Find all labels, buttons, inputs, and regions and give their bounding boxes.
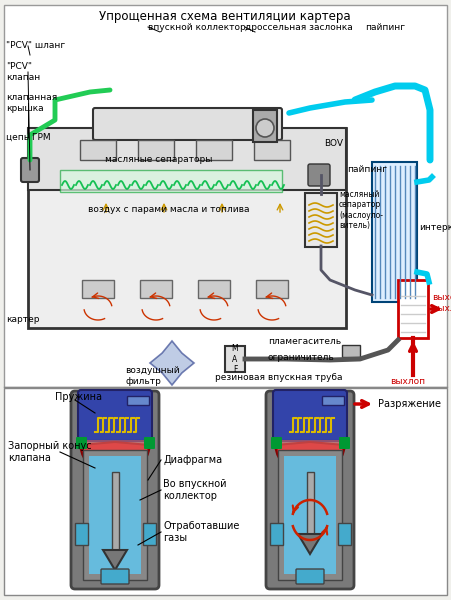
Text: ограничитель: ограничитель [268, 352, 335, 361]
Text: выхлоп: выхлоп [390, 377, 425, 386]
FancyBboxPatch shape [82, 280, 114, 298]
Text: картер: картер [6, 316, 40, 325]
Text: Во впускной
коллектор: Во впускной коллектор [163, 479, 226, 501]
Wedge shape [275, 442, 345, 477]
FancyBboxPatch shape [256, 280, 288, 298]
FancyBboxPatch shape [143, 523, 156, 545]
FancyBboxPatch shape [83, 450, 147, 580]
Text: выход
выхлопа: выход выхлопа [432, 293, 451, 313]
FancyBboxPatch shape [278, 440, 342, 472]
FancyBboxPatch shape [60, 170, 282, 192]
Text: Разряжение: Разряжение [378, 399, 441, 409]
FancyBboxPatch shape [305, 193, 337, 247]
Text: клапанная
крышка: клапанная крышка [6, 93, 57, 113]
Text: резиновая впускная труба: резиновая впускная труба [215, 373, 342, 383]
FancyBboxPatch shape [308, 164, 330, 186]
Text: впускной коллектор: впускной коллектор [148, 22, 246, 31]
Text: пламегаситель: пламегаситель [268, 337, 341, 346]
FancyBboxPatch shape [266, 391, 354, 589]
FancyBboxPatch shape [253, 110, 277, 142]
FancyBboxPatch shape [28, 128, 346, 190]
Polygon shape [103, 550, 127, 570]
FancyBboxPatch shape [76, 437, 87, 449]
FancyBboxPatch shape [101, 569, 129, 584]
Text: воздушный
фильтр: воздушный фильтр [125, 366, 179, 386]
FancyBboxPatch shape [271, 437, 282, 449]
FancyBboxPatch shape [338, 523, 351, 545]
FancyBboxPatch shape [322, 396, 344, 405]
Text: "PCV"
клапан: "PCV" клапан [6, 62, 40, 82]
Polygon shape [298, 534, 322, 554]
Text: пайпинг: пайпинг [365, 22, 405, 31]
FancyBboxPatch shape [71, 391, 159, 589]
FancyBboxPatch shape [89, 456, 141, 574]
FancyBboxPatch shape [196, 140, 232, 160]
Text: пайпинг: пайпинг [347, 166, 387, 175]
Text: масляный
сепаратор
(маслоуло-
витель): масляный сепаратор (маслоуло- витель) [339, 190, 383, 230]
FancyBboxPatch shape [75, 523, 88, 545]
FancyBboxPatch shape [83, 440, 147, 472]
Text: Пружина: Пружина [55, 392, 102, 402]
Text: "PCV" шланг: "PCV" шланг [6, 41, 65, 50]
FancyBboxPatch shape [28, 128, 346, 328]
FancyBboxPatch shape [80, 140, 116, 160]
FancyBboxPatch shape [21, 158, 39, 182]
FancyBboxPatch shape [372, 162, 417, 302]
FancyBboxPatch shape [273, 390, 347, 441]
Text: Отработавшие
газы: Отработавшие газы [163, 521, 239, 543]
Text: Запорный конус
клапана: Запорный конус клапана [8, 441, 92, 463]
FancyBboxPatch shape [4, 5, 447, 387]
Text: масляные сепараторы: масляные сепараторы [105, 155, 212, 164]
FancyBboxPatch shape [307, 472, 313, 534]
Circle shape [256, 119, 274, 137]
Text: цепь ГРМ: цепь ГРМ [6, 133, 51, 142]
FancyBboxPatch shape [284, 456, 336, 574]
FancyBboxPatch shape [127, 396, 149, 405]
Text: Упрощенная схема вентиляции картера: Упрощенная схема вентиляции картера [99, 10, 351, 23]
Text: интеркулер: интеркулер [419, 223, 451, 232]
FancyBboxPatch shape [398, 280, 428, 338]
FancyBboxPatch shape [111, 472, 119, 550]
FancyBboxPatch shape [278, 450, 342, 580]
FancyBboxPatch shape [140, 280, 172, 298]
FancyBboxPatch shape [93, 108, 282, 140]
Wedge shape [80, 442, 150, 477]
FancyBboxPatch shape [342, 345, 360, 357]
FancyBboxPatch shape [4, 388, 447, 595]
FancyBboxPatch shape [78, 390, 152, 441]
Text: дроссельная заслонка: дроссельная заслонка [245, 22, 353, 31]
FancyBboxPatch shape [296, 569, 324, 584]
FancyBboxPatch shape [225, 346, 245, 372]
FancyBboxPatch shape [270, 523, 283, 545]
Text: воздух с парами масла и топлива: воздух с парами масла и топлива [88, 205, 249, 214]
Polygon shape [150, 341, 194, 385]
FancyBboxPatch shape [254, 140, 290, 160]
FancyBboxPatch shape [144, 437, 155, 449]
FancyBboxPatch shape [339, 437, 350, 449]
FancyBboxPatch shape [198, 280, 230, 298]
FancyBboxPatch shape [138, 140, 174, 160]
Text: M
A
F: M A F [232, 344, 238, 374]
Text: BOV: BOV [324, 139, 343, 148]
Text: Диафрагма: Диафрагма [163, 455, 222, 465]
